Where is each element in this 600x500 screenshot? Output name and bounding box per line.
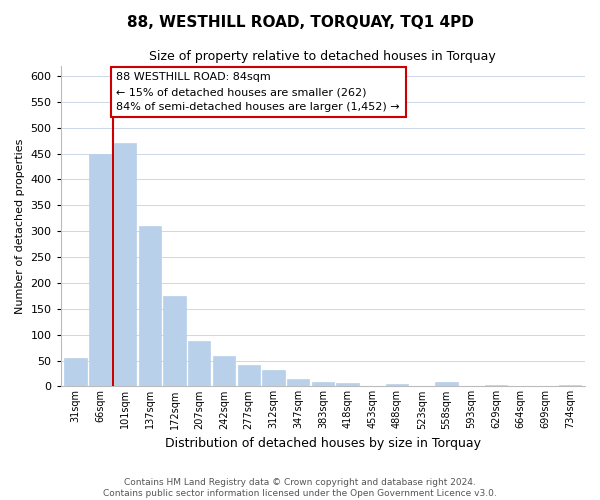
Y-axis label: Number of detached properties: Number of detached properties [15, 138, 25, 314]
Bar [188, 341, 211, 386]
Bar [238, 364, 260, 386]
Bar [262, 370, 284, 386]
Bar [64, 358, 86, 386]
Text: Contains HM Land Registry data © Crown copyright and database right 2024.
Contai: Contains HM Land Registry data © Crown c… [103, 478, 497, 498]
Text: 88, WESTHILL ROAD, TORQUAY, TQ1 4PD: 88, WESTHILL ROAD, TORQUAY, TQ1 4PD [127, 15, 473, 30]
Bar [163, 296, 185, 386]
Bar [287, 378, 309, 386]
Bar [386, 384, 408, 386]
X-axis label: Distribution of detached houses by size in Torquay: Distribution of detached houses by size … [165, 437, 481, 450]
Title: Size of property relative to detached houses in Torquay: Size of property relative to detached ho… [149, 50, 496, 63]
Bar [436, 382, 458, 386]
Bar [139, 226, 161, 386]
Text: 88 WESTHILL ROAD: 84sqm
← 15% of detached houses are smaller (262)
84% of semi-d: 88 WESTHILL ROAD: 84sqm ← 15% of detache… [116, 72, 400, 112]
Bar [114, 143, 136, 386]
Bar [312, 382, 334, 386]
Bar [213, 356, 235, 386]
Bar [485, 385, 507, 386]
Bar [89, 154, 112, 386]
Bar [337, 384, 359, 386]
